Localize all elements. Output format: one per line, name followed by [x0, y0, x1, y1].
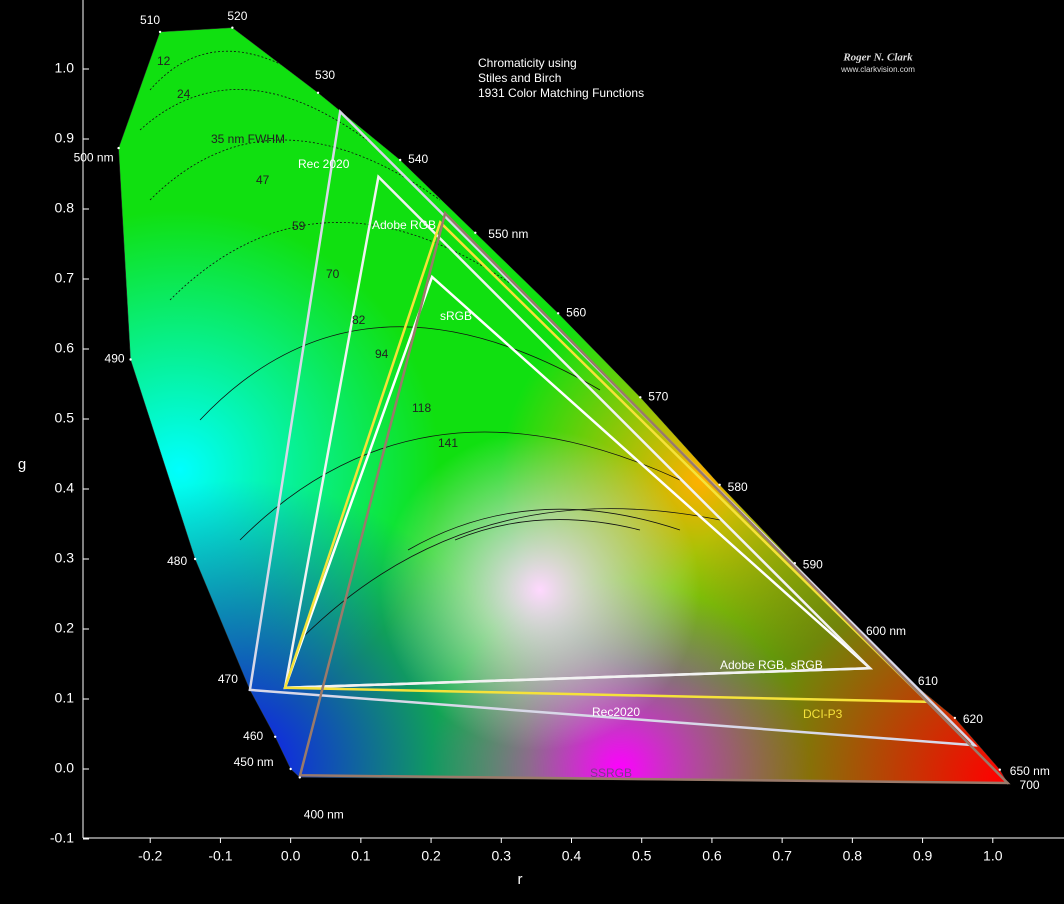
wavelength-label: 400 nm	[304, 808, 344, 822]
annotation: 70	[326, 267, 340, 281]
x-tick-label: 0.4	[562, 848, 582, 864]
x-tick-label: 0.5	[632, 848, 652, 864]
annotation: Adobe RGB, sRGB	[720, 658, 823, 672]
locus-point	[273, 735, 277, 738]
locus-point	[298, 776, 301, 779]
locus-point	[289, 767, 292, 771]
locus-point	[639, 396, 642, 399]
locus-point	[117, 146, 120, 150]
gamut-label: DCI-P3	[803, 707, 843, 721]
x-tick-label: -0.1	[208, 848, 232, 864]
annotation: 47	[256, 173, 270, 187]
y-tick-label: 0.0	[55, 760, 75, 776]
wavelength-label: 460	[243, 729, 263, 743]
wavelength-label: 590	[803, 557, 823, 571]
locus-point	[474, 231, 477, 234]
credit: Roger N. Clark	[842, 52, 913, 64]
wavelength-label: 700	[1020, 778, 1040, 792]
wavelength-label: 580	[728, 480, 748, 494]
annotation: 35 nm FWHM	[211, 132, 285, 146]
annotation: 141	[438, 436, 458, 450]
title: Chromaticity using	[478, 56, 577, 70]
wavelength-label: 610	[918, 674, 938, 688]
gamut-label: Adobe RGB	[372, 218, 436, 232]
y-tick-label: 0.3	[55, 550, 75, 566]
wavelength-label: 500 nm	[74, 150, 114, 164]
locus-point	[231, 26, 234, 29]
annotation: Rec 2020	[298, 157, 350, 171]
wavelength-label: 570	[648, 389, 668, 403]
locus-point	[158, 30, 162, 34]
locus-point	[193, 557, 197, 561]
annotation: 12	[157, 54, 171, 68]
gamut-label: Rec2020	[592, 705, 640, 719]
credit-url: www.clarkvision.com	[840, 65, 915, 74]
wavelength-label: 600 nm	[866, 624, 906, 638]
x-tick-label: 0.8	[843, 848, 863, 864]
gamut-1	[283, 174, 873, 690]
annotation: 94	[375, 347, 389, 361]
gamut-4	[298, 210, 1011, 785]
annotation: 118	[412, 401, 431, 415]
wavelength-label: 620	[963, 712, 983, 726]
wavelength-label: 530	[315, 68, 335, 82]
annotation: 82	[352, 313, 366, 327]
x-tick-label: 0.9	[913, 848, 933, 864]
spectral-locus	[118, 27, 1008, 784]
y-tick-label: 0.8	[55, 200, 75, 216]
locus-point	[953, 716, 957, 720]
locus-point	[556, 312, 560, 315]
title: Stiles and Birch	[478, 71, 561, 85]
wavelength-label: 520	[227, 9, 247, 23]
title: 1931 Color Matching Functions	[478, 86, 644, 100]
locus-point	[316, 91, 320, 95]
gamut-label: SSRGB	[590, 766, 632, 780]
y-tick-label: 0.4	[55, 480, 75, 496]
wavelength-label: 480	[167, 554, 187, 568]
wavelength-label: 490	[105, 352, 125, 366]
wavelength-label: 540	[408, 152, 428, 166]
y-tick-label: 0.1	[55, 690, 75, 706]
annotation: 24	[177, 87, 191, 101]
locus-point	[129, 358, 132, 361]
y-tick-label: 0.5	[55, 410, 75, 426]
y-tick-label: 0.9	[55, 130, 75, 146]
annotation: 59	[292, 219, 306, 233]
locus-point	[398, 158, 402, 162]
x-tick-label: 0.2	[421, 848, 441, 864]
y-tick-label: -0.1	[50, 830, 74, 846]
wavelength-label: 470	[218, 672, 238, 686]
x-tick-label: 0.7	[772, 848, 792, 864]
y-tick-label: 1.0	[55, 60, 75, 76]
x-axis-label: r	[518, 871, 523, 888]
wavelength-label: 450 nm	[234, 755, 274, 769]
x-tick-label: -0.2	[138, 848, 162, 864]
wavelength-label: 510	[140, 13, 160, 27]
y-axis-label: g	[18, 456, 26, 473]
x-tick-label: 0.0	[281, 848, 301, 864]
x-tick-label: 0.1	[351, 848, 371, 864]
y-tick-label: 0.7	[55, 270, 75, 286]
y-tick-label: 0.6	[55, 340, 75, 356]
wavelength-label: 560	[566, 305, 586, 319]
y-tick-label: 0.2	[55, 620, 75, 636]
locus-point	[998, 768, 1002, 771]
gamut-2	[283, 220, 931, 704]
wavelength-label: 550 nm	[488, 227, 528, 241]
x-tick-label: 1.0	[983, 848, 1003, 864]
bandwidth-curves	[139, 50, 721, 641]
wavelength-label: 650 nm	[1010, 764, 1050, 778]
locus-point	[718, 483, 721, 486]
x-tick-label: 0.3	[492, 848, 512, 864]
gamut-label: sRGB	[440, 309, 472, 323]
x-tick-label: 0.6	[702, 848, 722, 864]
